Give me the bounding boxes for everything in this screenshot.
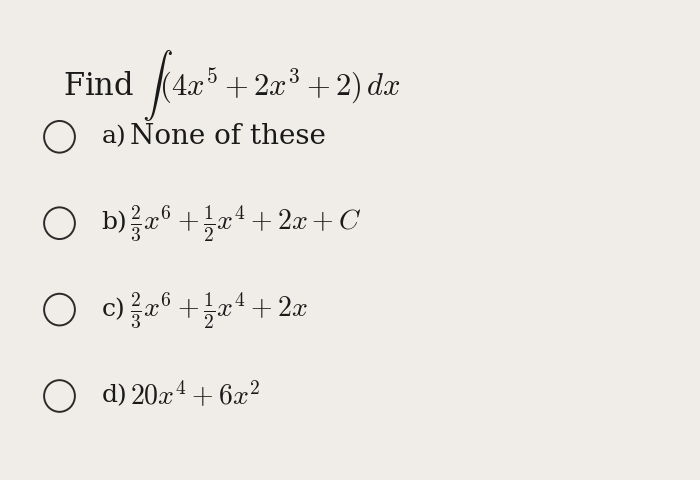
Ellipse shape	[44, 121, 75, 153]
Text: b): b)	[102, 212, 127, 235]
Ellipse shape	[44, 380, 75, 412]
Text: a): a)	[102, 125, 126, 148]
Text: $\frac{2}{3}x^6 + \frac{1}{2}x^4 + 2x + C$: $\frac{2}{3}x^6 + \frac{1}{2}x^4 + 2x + …	[130, 203, 360, 243]
Text: None of these: None of these	[130, 123, 326, 150]
Ellipse shape	[44, 207, 75, 239]
Text: $20x^4 + 6x^2$: $20x^4 + 6x^2$	[130, 381, 260, 411]
Text: c): c)	[102, 298, 125, 321]
Text: Find $\int(4x^5 + 2x^3 + 2)\,dx$: Find $\int(4x^5 + 2x^3 + 2)\,dx$	[63, 48, 401, 123]
Text: d): d)	[102, 384, 127, 408]
Text: $\frac{2}{3}x^6 + \frac{1}{2}x^4 + 2x$: $\frac{2}{3}x^6 + \frac{1}{2}x^4 + 2x$	[130, 289, 307, 330]
Ellipse shape	[44, 294, 75, 325]
